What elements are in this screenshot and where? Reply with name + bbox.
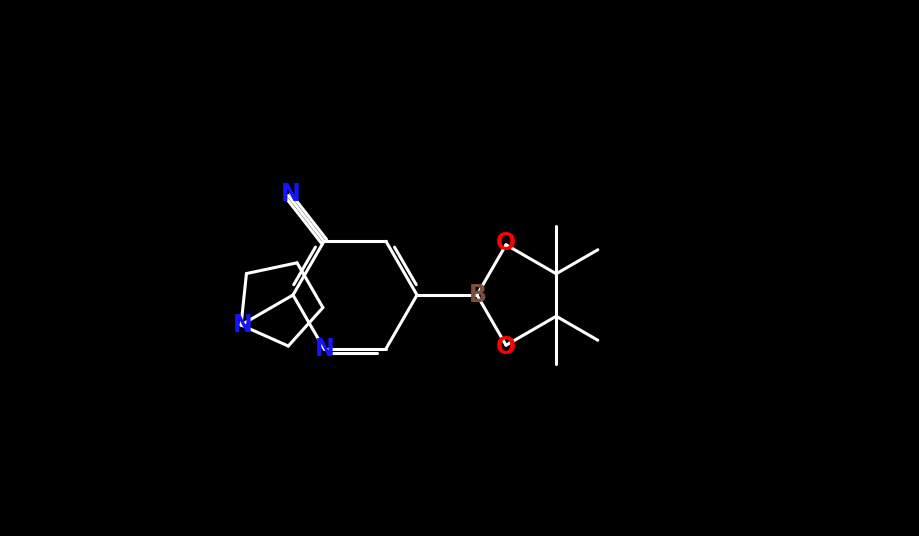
Text: O: O (496, 231, 516, 255)
Text: O: O (496, 335, 516, 359)
Text: N: N (233, 313, 253, 337)
Text: N: N (315, 337, 335, 361)
Text: B: B (469, 283, 487, 307)
Text: N: N (280, 182, 301, 206)
